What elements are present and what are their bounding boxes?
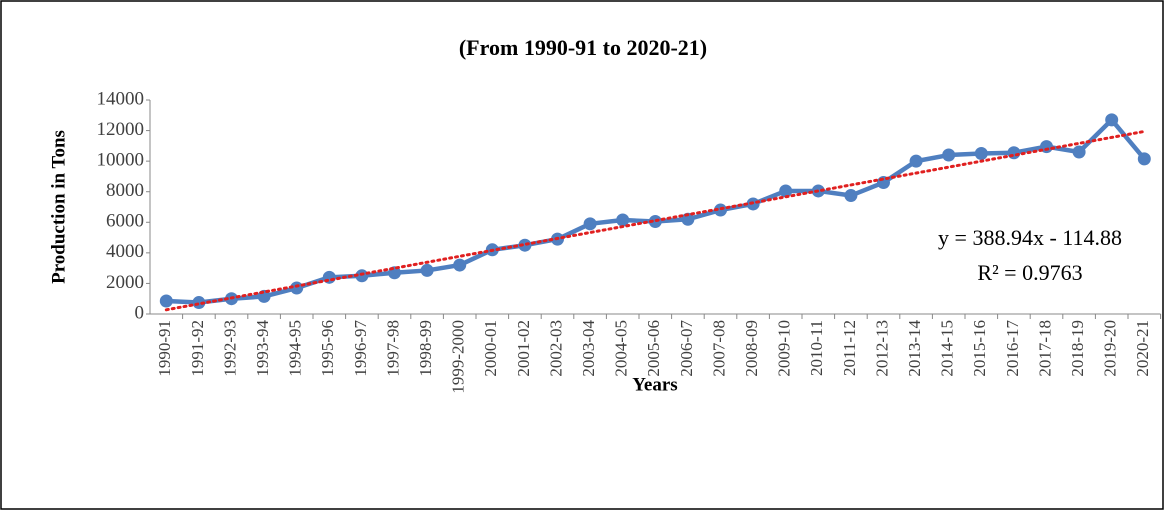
x-tick-label: 1991-92 bbox=[188, 320, 207, 377]
x-tick-label: 2016-17 bbox=[1003, 320, 1022, 377]
x-tick-label: 2009-10 bbox=[775, 320, 794, 377]
y-tick-label: 10000 bbox=[97, 150, 145, 171]
y-tick-label: 12000 bbox=[97, 119, 145, 140]
data-point bbox=[974, 147, 988, 160]
x-tick-label: 2020-21 bbox=[1133, 320, 1152, 377]
x-tick-label: 2007-08 bbox=[709, 320, 728, 377]
y-tick-label: 6000 bbox=[106, 211, 144, 232]
x-tick-label: 2011-12 bbox=[840, 320, 859, 376]
data-point bbox=[453, 258, 467, 272]
x-tick-label: 1994-95 bbox=[286, 320, 305, 377]
x-tick-label: 2000-01 bbox=[481, 320, 500, 377]
x-tick-label: 2019-20 bbox=[1101, 320, 1120, 377]
data-point bbox=[355, 269, 369, 283]
trendline bbox=[164, 129, 1146, 312]
x-tick-label: 1990-91 bbox=[155, 320, 174, 377]
data-point bbox=[159, 294, 173, 308]
x-axis-label: Years bbox=[632, 374, 677, 395]
data-point bbox=[1007, 146, 1021, 160]
data-point bbox=[583, 217, 597, 231]
x-tick-label: 1997-98 bbox=[383, 320, 402, 377]
y-tick-label: 8000 bbox=[106, 180, 144, 201]
x-tick-label: 2005-06 bbox=[644, 320, 663, 377]
x-tick-label: 2008-09 bbox=[742, 320, 761, 377]
x-tick-label: 2017-18 bbox=[1035, 320, 1054, 377]
x-tick-label: 1993-94 bbox=[253, 320, 272, 377]
x-tick-label: 2004-05 bbox=[612, 320, 631, 377]
data-point bbox=[420, 263, 434, 277]
x-tick-label: 1995-96 bbox=[318, 320, 337, 377]
y-tick-label: 2000 bbox=[106, 272, 144, 293]
y-tick-label: 4000 bbox=[106, 241, 144, 262]
x-tick-label: 2003-04 bbox=[579, 320, 598, 377]
x-tick-label: 2014-15 bbox=[938, 320, 957, 377]
trendline-r-squared: R² = 0.9763 bbox=[977, 260, 1082, 285]
data-point bbox=[714, 203, 727, 217]
data-point bbox=[844, 189, 858, 203]
trendline-equation: y = 388.94x - 114.88 bbox=[938, 225, 1122, 250]
x-tick-label: 2006-07 bbox=[677, 320, 696, 377]
chart-title: (From 1990-91 to 2020-21) bbox=[459, 35, 707, 60]
data-point bbox=[518, 238, 532, 252]
x-tick-label: 1999-2000 bbox=[449, 320, 468, 394]
y-tick-label: 0 bbox=[135, 302, 145, 323]
x-tick-label: 2018-19 bbox=[1068, 320, 1087, 377]
y-axis-label: Production in Tons bbox=[48, 130, 69, 284]
data-point bbox=[1137, 152, 1151, 166]
data-point bbox=[616, 213, 630, 227]
x-tick-label: 2013-14 bbox=[905, 320, 924, 377]
x-tick-label: 1998-99 bbox=[416, 320, 435, 377]
x-tick-label: 1996-97 bbox=[351, 320, 370, 377]
data-point bbox=[942, 148, 956, 162]
x-tick-label: 2012-13 bbox=[872, 320, 891, 377]
y-tick-label: 14000 bbox=[97, 88, 145, 109]
data-point bbox=[290, 281, 304, 295]
x-tick-label: 1992-93 bbox=[220, 320, 239, 377]
x-tick-label: 2001-02 bbox=[514, 320, 533, 377]
x-tick-label: 2002-03 bbox=[546, 320, 565, 377]
data-point bbox=[909, 154, 923, 168]
data-point bbox=[1072, 145, 1086, 159]
x-tick-label: 2010-11 bbox=[807, 320, 826, 376]
data-point bbox=[1105, 113, 1119, 127]
x-tick-label: 2015-16 bbox=[970, 320, 989, 377]
data-point bbox=[779, 184, 793, 198]
